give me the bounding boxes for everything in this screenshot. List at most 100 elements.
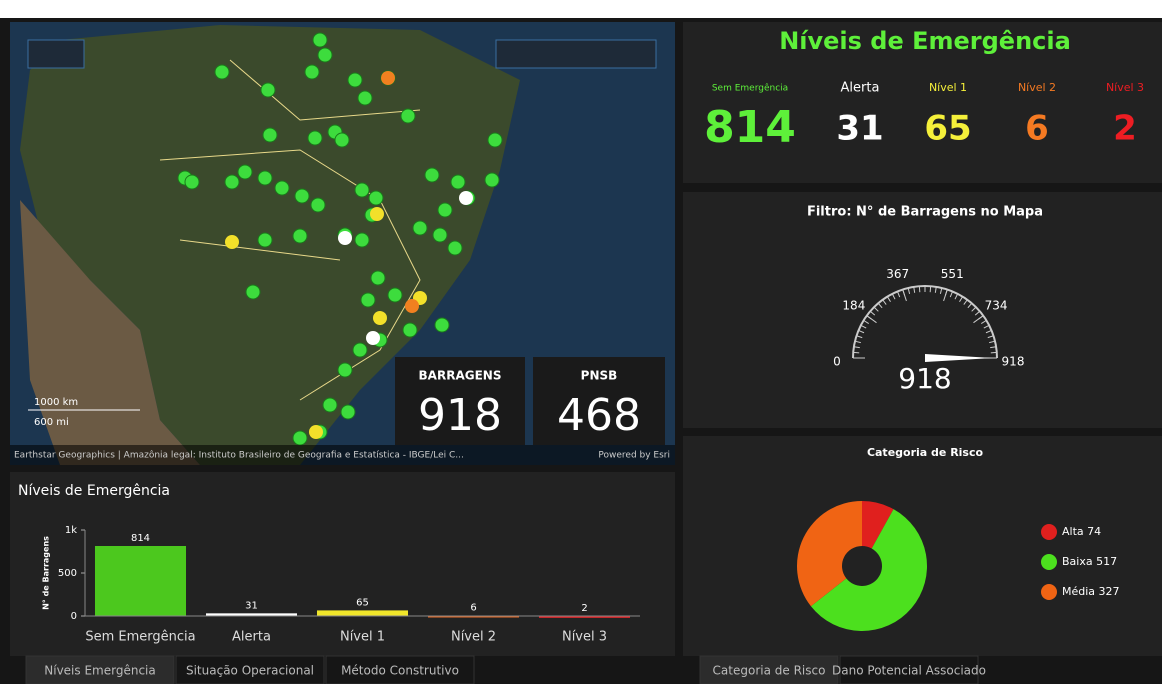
gauge-minor-tick — [949, 291, 954, 298]
gauge-title: Filtro: N° de Barragens no Mapa — [807, 205, 1043, 220]
map-point — [400, 108, 416, 124]
map-point — [347, 72, 363, 88]
gauge-minor-tick — [971, 306, 977, 312]
map-point — [334, 132, 350, 148]
donut-slice — [796, 501, 862, 607]
attribution-bar — [10, 445, 675, 465]
map-point — [354, 232, 370, 248]
map-point — [405, 299, 419, 313]
tab[interactable] — [25, 655, 175, 684]
level-label: Sem Emergência — [712, 83, 788, 94]
legend-swatch — [1041, 584, 1057, 600]
panel — [683, 22, 1162, 183]
gauge-minor-tick — [858, 329, 865, 334]
gauge-minor-tick — [913, 286, 916, 293]
map-point — [447, 240, 463, 256]
powered-by: Powered by Esri — [598, 451, 670, 461]
donut-slice — [862, 501, 894, 549]
indicator-value: 918 — [418, 390, 502, 441]
map-point — [225, 235, 239, 249]
gauge-tick-label: 0 — [833, 355, 841, 369]
map-point — [304, 64, 320, 80]
map-point — [368, 190, 384, 206]
gauge-tick — [973, 315, 984, 324]
map-point — [459, 191, 473, 205]
map-point — [184, 174, 200, 190]
gauge-minor-tick — [854, 340, 861, 344]
map-point — [437, 202, 453, 218]
tab[interactable] — [839, 655, 979, 684]
summary-title: Níveis de Emergência — [779, 27, 1071, 55]
bar — [205, 613, 298, 616]
map-point — [292, 430, 308, 446]
tab[interactable] — [699, 655, 839, 684]
gauge-minor-tick — [863, 319, 869, 324]
level-label: Nível 3 — [1106, 81, 1144, 94]
gauge-minor-tick — [963, 299, 968, 305]
map-point — [257, 232, 273, 248]
bar-value-label: 65 — [356, 597, 369, 608]
gauge-minor-tick — [877, 302, 883, 309]
map-andes — [20, 200, 200, 465]
x-tick-label: Nível 2 — [451, 630, 496, 645]
tab[interactable] — [175, 655, 325, 684]
tab-label[interactable]: Dano Potencial Associado — [832, 664, 986, 678]
map-toolbar[interactable] — [495, 39, 657, 69]
legend-entry: Baixa 517 — [1062, 555, 1117, 568]
map-point — [262, 127, 278, 143]
bar-value-label: 814 — [131, 533, 150, 544]
tab-label[interactable]: Categoria de Risco — [713, 664, 826, 678]
tab-label[interactable]: Método Construtivo — [341, 664, 459, 678]
map-layer-button[interactable] — [27, 39, 85, 69]
map-point — [309, 425, 323, 439]
map-point — [237, 164, 253, 180]
gauge-minor-tick — [860, 324, 867, 329]
tab-label[interactable]: Situação Operacional — [186, 664, 314, 678]
map-point — [260, 82, 276, 98]
gauge-tick-label: 367 — [886, 267, 909, 281]
gauge-tick-label: 184 — [842, 299, 865, 313]
map-point — [373, 311, 387, 325]
donut-title: Categoria de Risco — [867, 446, 984, 459]
level-label: Alerta — [841, 81, 880, 96]
scale-km: 1000 km — [34, 397, 78, 408]
level-label: Nível 1 — [929, 81, 967, 94]
level-value: 65 — [924, 109, 971, 149]
x-tick-label: Alerta — [232, 630, 271, 645]
gauge-minor-tick — [886, 296, 891, 302]
map-point — [312, 32, 328, 48]
gauge-tick — [902, 289, 907, 302]
bar-value-label: 6 — [470, 602, 476, 613]
y-tick-label: 500 — [58, 568, 77, 579]
legend-label: Média — [1062, 585, 1095, 598]
gauge-minor-tick — [954, 293, 959, 300]
scale-mi: 600 mi — [34, 417, 69, 428]
map-point — [245, 284, 261, 300]
y-tick-label: 0 — [71, 611, 77, 622]
map-point — [360, 292, 376, 308]
gauge-minor-tick — [882, 299, 887, 305]
map-point — [434, 317, 450, 333]
x-tick-label: Sem Emergência — [85, 630, 195, 645]
map-point — [224, 174, 240, 190]
map-point — [487, 132, 503, 148]
map-point — [354, 182, 370, 198]
gauge-minor-tick — [989, 340, 996, 344]
gauge-minor-tick — [981, 319, 987, 324]
indicator-label: BARRAGENS — [419, 369, 502, 383]
y-axis-label: N° de Barragens — [42, 536, 51, 610]
map-point — [387, 287, 403, 303]
gauge-minor-tick — [985, 329, 992, 334]
map-point — [412, 220, 428, 236]
bar — [94, 545, 187, 616]
bar-value-label: 31 — [245, 600, 258, 611]
map-point — [450, 174, 466, 190]
map-point — [317, 47, 333, 63]
gauge-minor-tick — [873, 306, 879, 312]
map-point — [484, 172, 500, 188]
map-point — [214, 64, 230, 80]
tab[interactable] — [325, 655, 475, 684]
tab-label[interactable]: Níveis Emergência — [44, 664, 155, 678]
gauge-minor-tick — [974, 310, 981, 316]
